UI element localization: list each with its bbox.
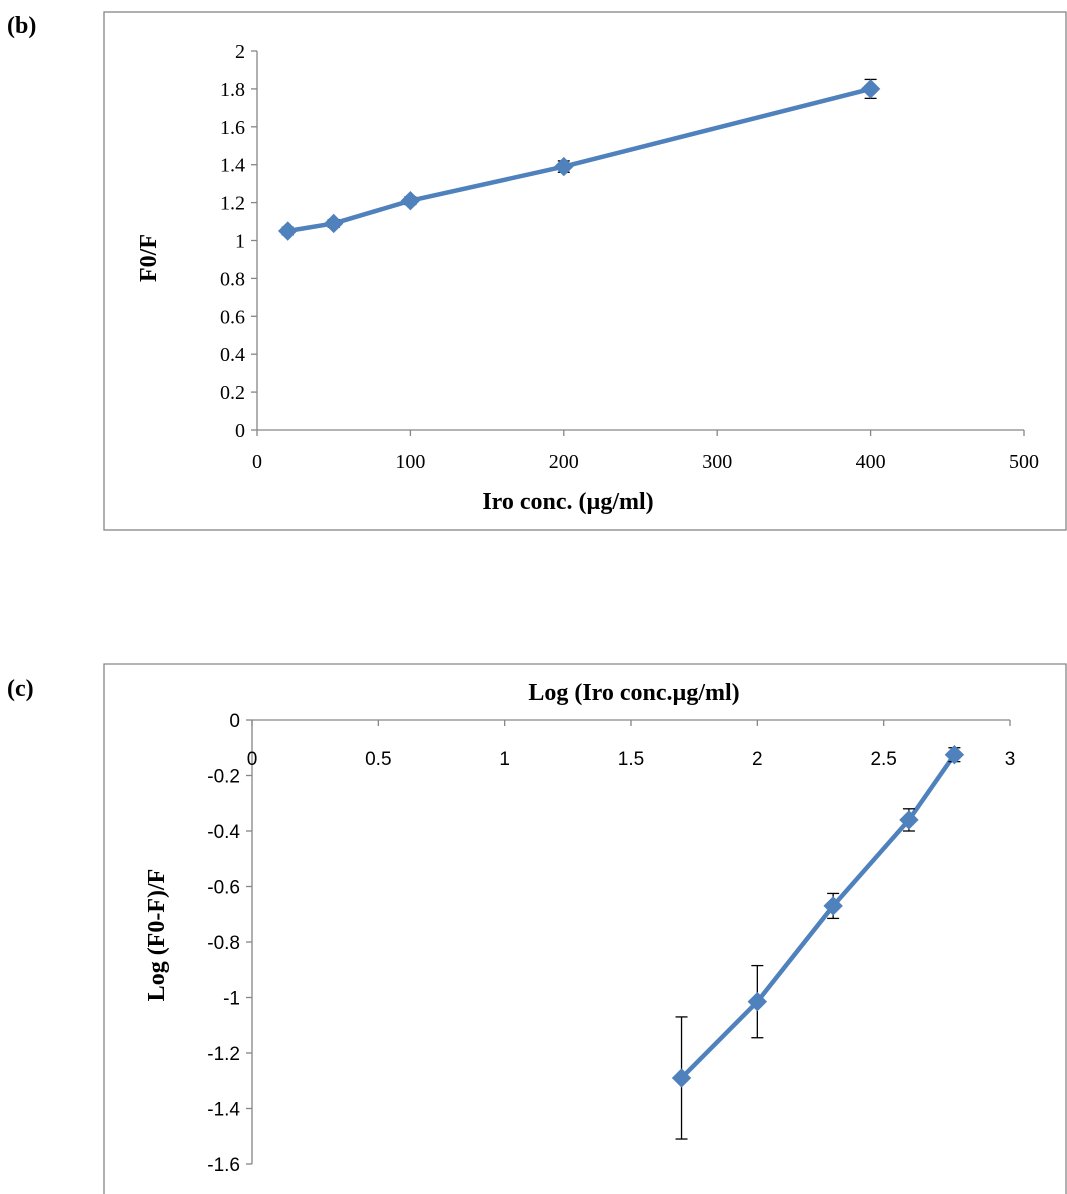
chart-b-y-tick-label: 1.2 xyxy=(220,193,245,215)
chart-b-y-tick-label: 0.8 xyxy=(220,268,245,290)
chart-b-y-tick-label: 1.4 xyxy=(220,155,245,177)
chart-c-x-tick-label: 2 xyxy=(752,749,763,770)
chart-c-data-point xyxy=(671,1068,692,1088)
chart-b-y-tick-label: 1.8 xyxy=(220,79,245,101)
chart-b: F0/F Iro conc. (µg/ml) 0 0.2 0.4 0.6 0.8 1 1.2… xyxy=(103,11,1067,531)
chart-b-x-tick-label: 400 xyxy=(856,451,886,473)
chart-b-data-point xyxy=(277,221,298,241)
chart-c-x-tick-label: 2.5 xyxy=(870,749,896,770)
chart-b-data-point xyxy=(554,156,574,177)
chart-c-y-tick-label: -0.2 xyxy=(207,767,240,788)
chart-c-x-tick-label: 3 xyxy=(1005,749,1016,770)
chart-c-data-point xyxy=(899,810,919,830)
chart-c-x-tick-label: 1.5 xyxy=(618,749,644,770)
chart-b-x-tick-label: 200 xyxy=(549,451,579,473)
chart-c-y-tick-label: -1.4 xyxy=(207,1100,240,1121)
chart-b-x-axis-label: Iro conc. (µg/ml) xyxy=(482,489,653,515)
chart-b-y-tick-label: 0.6 xyxy=(220,306,245,328)
chart-c-data-point xyxy=(944,744,965,765)
chart-c-y-tick-label: -1.2 xyxy=(207,1044,240,1065)
chart-c-series-line xyxy=(679,753,957,1080)
chart-b-frame xyxy=(103,11,1067,531)
chart-c-y-tick-label: -0.6 xyxy=(207,878,240,899)
chart-c-y-tick-label: -1.6 xyxy=(207,1155,240,1176)
chart-b-data-point xyxy=(400,190,421,211)
chart-c-y-axis-label: Log (F0-F)/F xyxy=(144,869,170,1002)
chart-c-x-tick-label: 0.5 xyxy=(365,749,391,770)
panel-label-c: (c) xyxy=(7,676,34,702)
chart-b-x-tick-label: 100 xyxy=(395,451,425,473)
chart-b-data-point xyxy=(323,213,344,234)
chart-c-y-tick-label: -1 xyxy=(223,989,240,1010)
chart-c-y-tick-label: -0.8 xyxy=(207,933,240,954)
chart-b-x-tick-label: 500 xyxy=(1009,451,1039,473)
chart-c-data-point xyxy=(747,991,768,1012)
chart-c-data-point xyxy=(823,896,843,916)
chart-c-frame xyxy=(103,663,1067,1194)
panel-label-b: (b) xyxy=(7,13,37,39)
chart-b-y-axis-label: F0/F xyxy=(136,234,162,282)
chart-b-x-tick-label: 300 xyxy=(702,451,732,473)
chart-c-x-tick-label: 0 xyxy=(247,749,258,770)
chart-b-y-tick-label: 0.4 xyxy=(220,344,245,366)
chart-b-y-tick-label: 0.2 xyxy=(220,382,245,404)
chart-c-title: Log (Iro conc.µg/ml) xyxy=(528,680,739,706)
chart-b-y-tick-label: 0 xyxy=(235,420,245,442)
chart-b-y-tick-label: 2 xyxy=(235,41,245,63)
chart-b-data-point xyxy=(860,79,881,99)
chart-b-y-tick-label: 1.6 xyxy=(220,117,245,139)
chart-c-y-tick-label: 0 xyxy=(229,711,240,732)
chart-c-y-tick-label: -0.4 xyxy=(207,822,240,843)
chart-c-x-tick-label: 1 xyxy=(499,749,510,770)
chart-b-y-tick-label: 1 xyxy=(235,231,245,253)
chart-b-x-tick-label: 0 xyxy=(252,451,262,473)
